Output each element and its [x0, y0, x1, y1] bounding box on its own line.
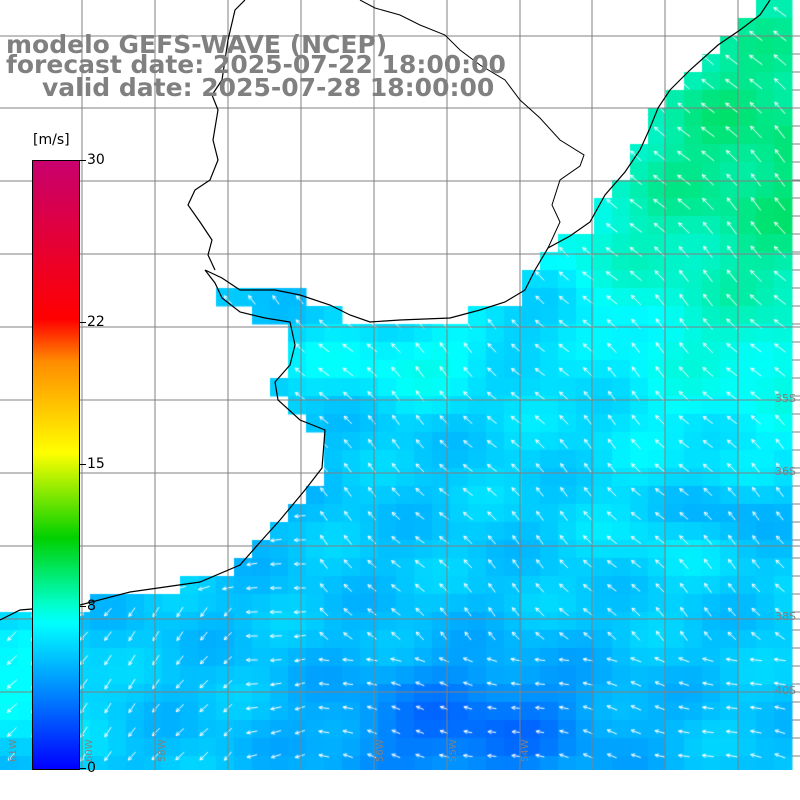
- longitude-label: 56W: [375, 739, 386, 762]
- colorbar-label: 0: [87, 760, 96, 776]
- latitude-label: 35S: [775, 392, 796, 405]
- latitude-label: 38S: [775, 610, 796, 623]
- colorbar-unit: [m/s]: [33, 132, 70, 148]
- colorbar-label: 15: [87, 456, 105, 472]
- map-overlay: [0, 0, 800, 770]
- colorbar: [32, 160, 80, 770]
- latitude-label: 36S: [775, 465, 796, 478]
- uruguay-coastline: [187, 0, 246, 271]
- colorbar-tick: [80, 322, 86, 324]
- colorbar-tick: [80, 605, 86, 607]
- colorbar-tick: [80, 160, 86, 161]
- map-area: [0, 0, 800, 770]
- model-title: modelo GEFS-WAVE (NCEP): [6, 30, 388, 59]
- wind-speed-field: [0, 0, 800, 770]
- forecast-date: forecast date: 2025-07-22 18:00:00: [6, 50, 506, 79]
- graticule: [0, 0, 800, 770]
- colorbar-label: 30: [87, 152, 105, 168]
- longitude-label: 55W: [448, 739, 459, 762]
- latitude-label: 40S: [775, 684, 796, 697]
- colorbar-label: 22: [87, 314, 105, 331]
- colorbar-tick: [80, 464, 86, 465]
- colorbar-tick: [80, 768, 86, 769]
- longitude-label: 54W: [520, 739, 531, 762]
- longitude-label: 58W: [157, 739, 168, 762]
- longitude-label: 61W: [8, 739, 19, 762]
- longitude-label: 60W: [84, 739, 95, 762]
- colorbar-label: 8: [87, 597, 96, 614]
- coastline: [0, 0, 771, 621]
- valid-date: valid date: 2025-07-28 18:00:00: [42, 73, 495, 102]
- country-border: [359, 0, 585, 249]
